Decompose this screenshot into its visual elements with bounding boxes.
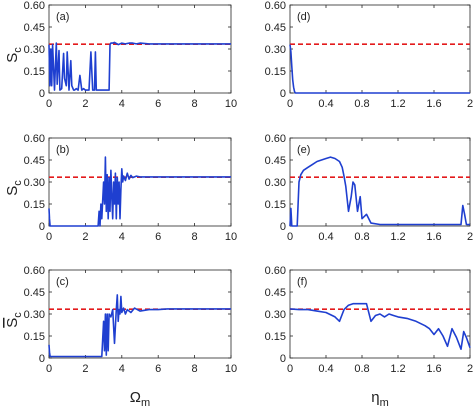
y-tick-label: 0.60 — [265, 265, 286, 277]
x-axis-label: ηm — [371, 389, 389, 409]
y-tick-label: 0.30 — [24, 177, 45, 189]
x-tick-label: 1.6 — [426, 363, 441, 375]
y-tick-label: 0.15 — [265, 331, 286, 343]
y-tick-label: 0.30 — [24, 44, 45, 56]
panel-label: (d) — [297, 11, 310, 23]
y-tick-label: 0.60 — [24, 265, 45, 277]
x-tick-label: 0 — [287, 98, 293, 110]
x-tick-label: 6 — [155, 363, 161, 375]
x-tick-label: 0 — [46, 98, 52, 110]
plot-frame — [48, 4, 232, 94]
plot-frame — [289, 137, 471, 227]
y-axis-label: Sc — [4, 180, 24, 196]
series-line — [48, 294, 231, 358]
y-tick-label: 0.45 — [24, 287, 45, 299]
x-tick-label: 2 — [82, 98, 88, 110]
y-tick-label: 0.45 — [24, 155, 45, 167]
x-tick-label: 0.8 — [354, 363, 369, 375]
x-tick-label: 4 — [119, 363, 125, 375]
series-line — [48, 156, 231, 227]
series-line — [289, 44, 470, 94]
x-tick-label: 1.2 — [390, 98, 405, 110]
y-tick-label: 0.30 — [24, 309, 45, 321]
x-tick-label: 10 — [225, 98, 237, 110]
series-line — [289, 156, 470, 227]
x-tick-label: 6 — [155, 231, 161, 243]
y-tick-label: 0.45 — [265, 155, 286, 167]
x-tick-label: 10 — [225, 363, 237, 375]
x-tick-label: 8 — [192, 231, 198, 243]
panel-2: 0 0.15 0.30 0.45 0.60 0 0.4 0.8 1.2 1.6 2 (d) — [265, 0, 473, 110]
x-tick-label: 8 — [192, 363, 198, 375]
x-tick-label: 10 — [225, 231, 237, 243]
panel-4: 0 0.15 0.30 0.45 0.60 0 0.4 0.8 1.2 1.6 2 (e) — [265, 133, 473, 243]
plot-frame — [48, 137, 232, 227]
x-tick-label: 2 — [467, 98, 473, 110]
plot-frame — [48, 269, 232, 359]
y-tick-label: 0.30 — [265, 309, 286, 321]
y-tick-label: 0.30 — [265, 44, 286, 56]
y-tick-label: 0.60 — [265, 133, 286, 145]
y-axis-label: Sc — [4, 312, 24, 328]
y-tick-label: 0.15 — [24, 331, 45, 343]
y-tick-label: 0.15 — [265, 66, 286, 78]
x-tick-label: 6 — [155, 98, 161, 110]
x-axis-label: Ωm — [130, 389, 150, 409]
series-line — [48, 41, 231, 91]
plot-frame — [289, 4, 471, 94]
y-tick-label: 0 — [39, 221, 45, 233]
x-tick-label: 4 — [119, 231, 125, 243]
x-tick-label: 1.6 — [426, 231, 441, 243]
y-tick-label: 0.60 — [24, 133, 45, 145]
y-tick-label: 0.45 — [265, 287, 286, 299]
panel-1: 0 0.15 0.30 0.45 0.60 0 2 4 6 8 10 (a) Sc — [4, 0, 237, 110]
x-tick-label: 0.4 — [318, 98, 333, 110]
x-tick-label: 0.4 — [318, 363, 333, 375]
panel-3: 0 0.15 0.30 0.45 0.60 0 2 4 6 8 10 (b) Sc — [4, 133, 237, 243]
panel-label: (c) — [56, 276, 69, 288]
x-tick-label: 0.8 — [354, 98, 369, 110]
panel-label: (b) — [56, 144, 69, 156]
x-tick-label: 4 — [119, 98, 125, 110]
y-tick-label: 0.60 — [265, 0, 286, 12]
y-tick-label: 0.15 — [24, 199, 45, 211]
x-tick-label: 0 — [46, 363, 52, 375]
x-tick-label: 2 — [467, 363, 473, 375]
y-tick-label: 0 — [280, 88, 286, 100]
panel-label: (f) — [297, 276, 307, 288]
y-tick-label: 0.15 — [24, 66, 45, 78]
y-tick-label: 0 — [39, 353, 45, 365]
y-tick-label: 0.30 — [265, 177, 286, 189]
panel-6: 0 0.15 0.30 0.45 0.60 0 0.4 0.8 1.2 1.6 2 (f) ηm — [265, 265, 473, 409]
y-tick-label: 0.45 — [265, 22, 286, 34]
y-tick-label: 0.15 — [265, 199, 286, 211]
panel-label: (e) — [297, 144, 310, 156]
x-tick-label: 0 — [287, 231, 293, 243]
x-tick-label: 2 — [82, 363, 88, 375]
x-tick-label: 2 — [82, 231, 88, 243]
y-tick-label: 0 — [39, 88, 45, 100]
series-line — [289, 302, 471, 351]
y-tick-label: 0 — [280, 221, 286, 233]
y-tick-label: 0 — [280, 353, 286, 365]
panel-5: 0 0.15 0.30 0.45 0.60 0 2 4 6 8 10 (c) Sc Ωm — [4, 265, 237, 409]
x-tick-label: 0.4 — [318, 231, 333, 243]
x-tick-label: 2 — [467, 231, 473, 243]
x-tick-label: 8 — [192, 98, 198, 110]
panel-label: (a) — [56, 11, 69, 23]
x-tick-label: 0 — [46, 231, 52, 243]
x-tick-label: 1.2 — [390, 363, 405, 375]
x-tick-label: 1.2 — [390, 231, 405, 243]
x-tick-label: 0 — [287, 363, 293, 375]
x-tick-label: 0.8 — [354, 231, 369, 243]
y-tick-label: 0.60 — [24, 0, 45, 12]
y-tick-label: 0.45 — [24, 22, 45, 34]
x-tick-label: 1.6 — [426, 98, 441, 110]
y-axis-label: Sc — [4, 47, 24, 63]
